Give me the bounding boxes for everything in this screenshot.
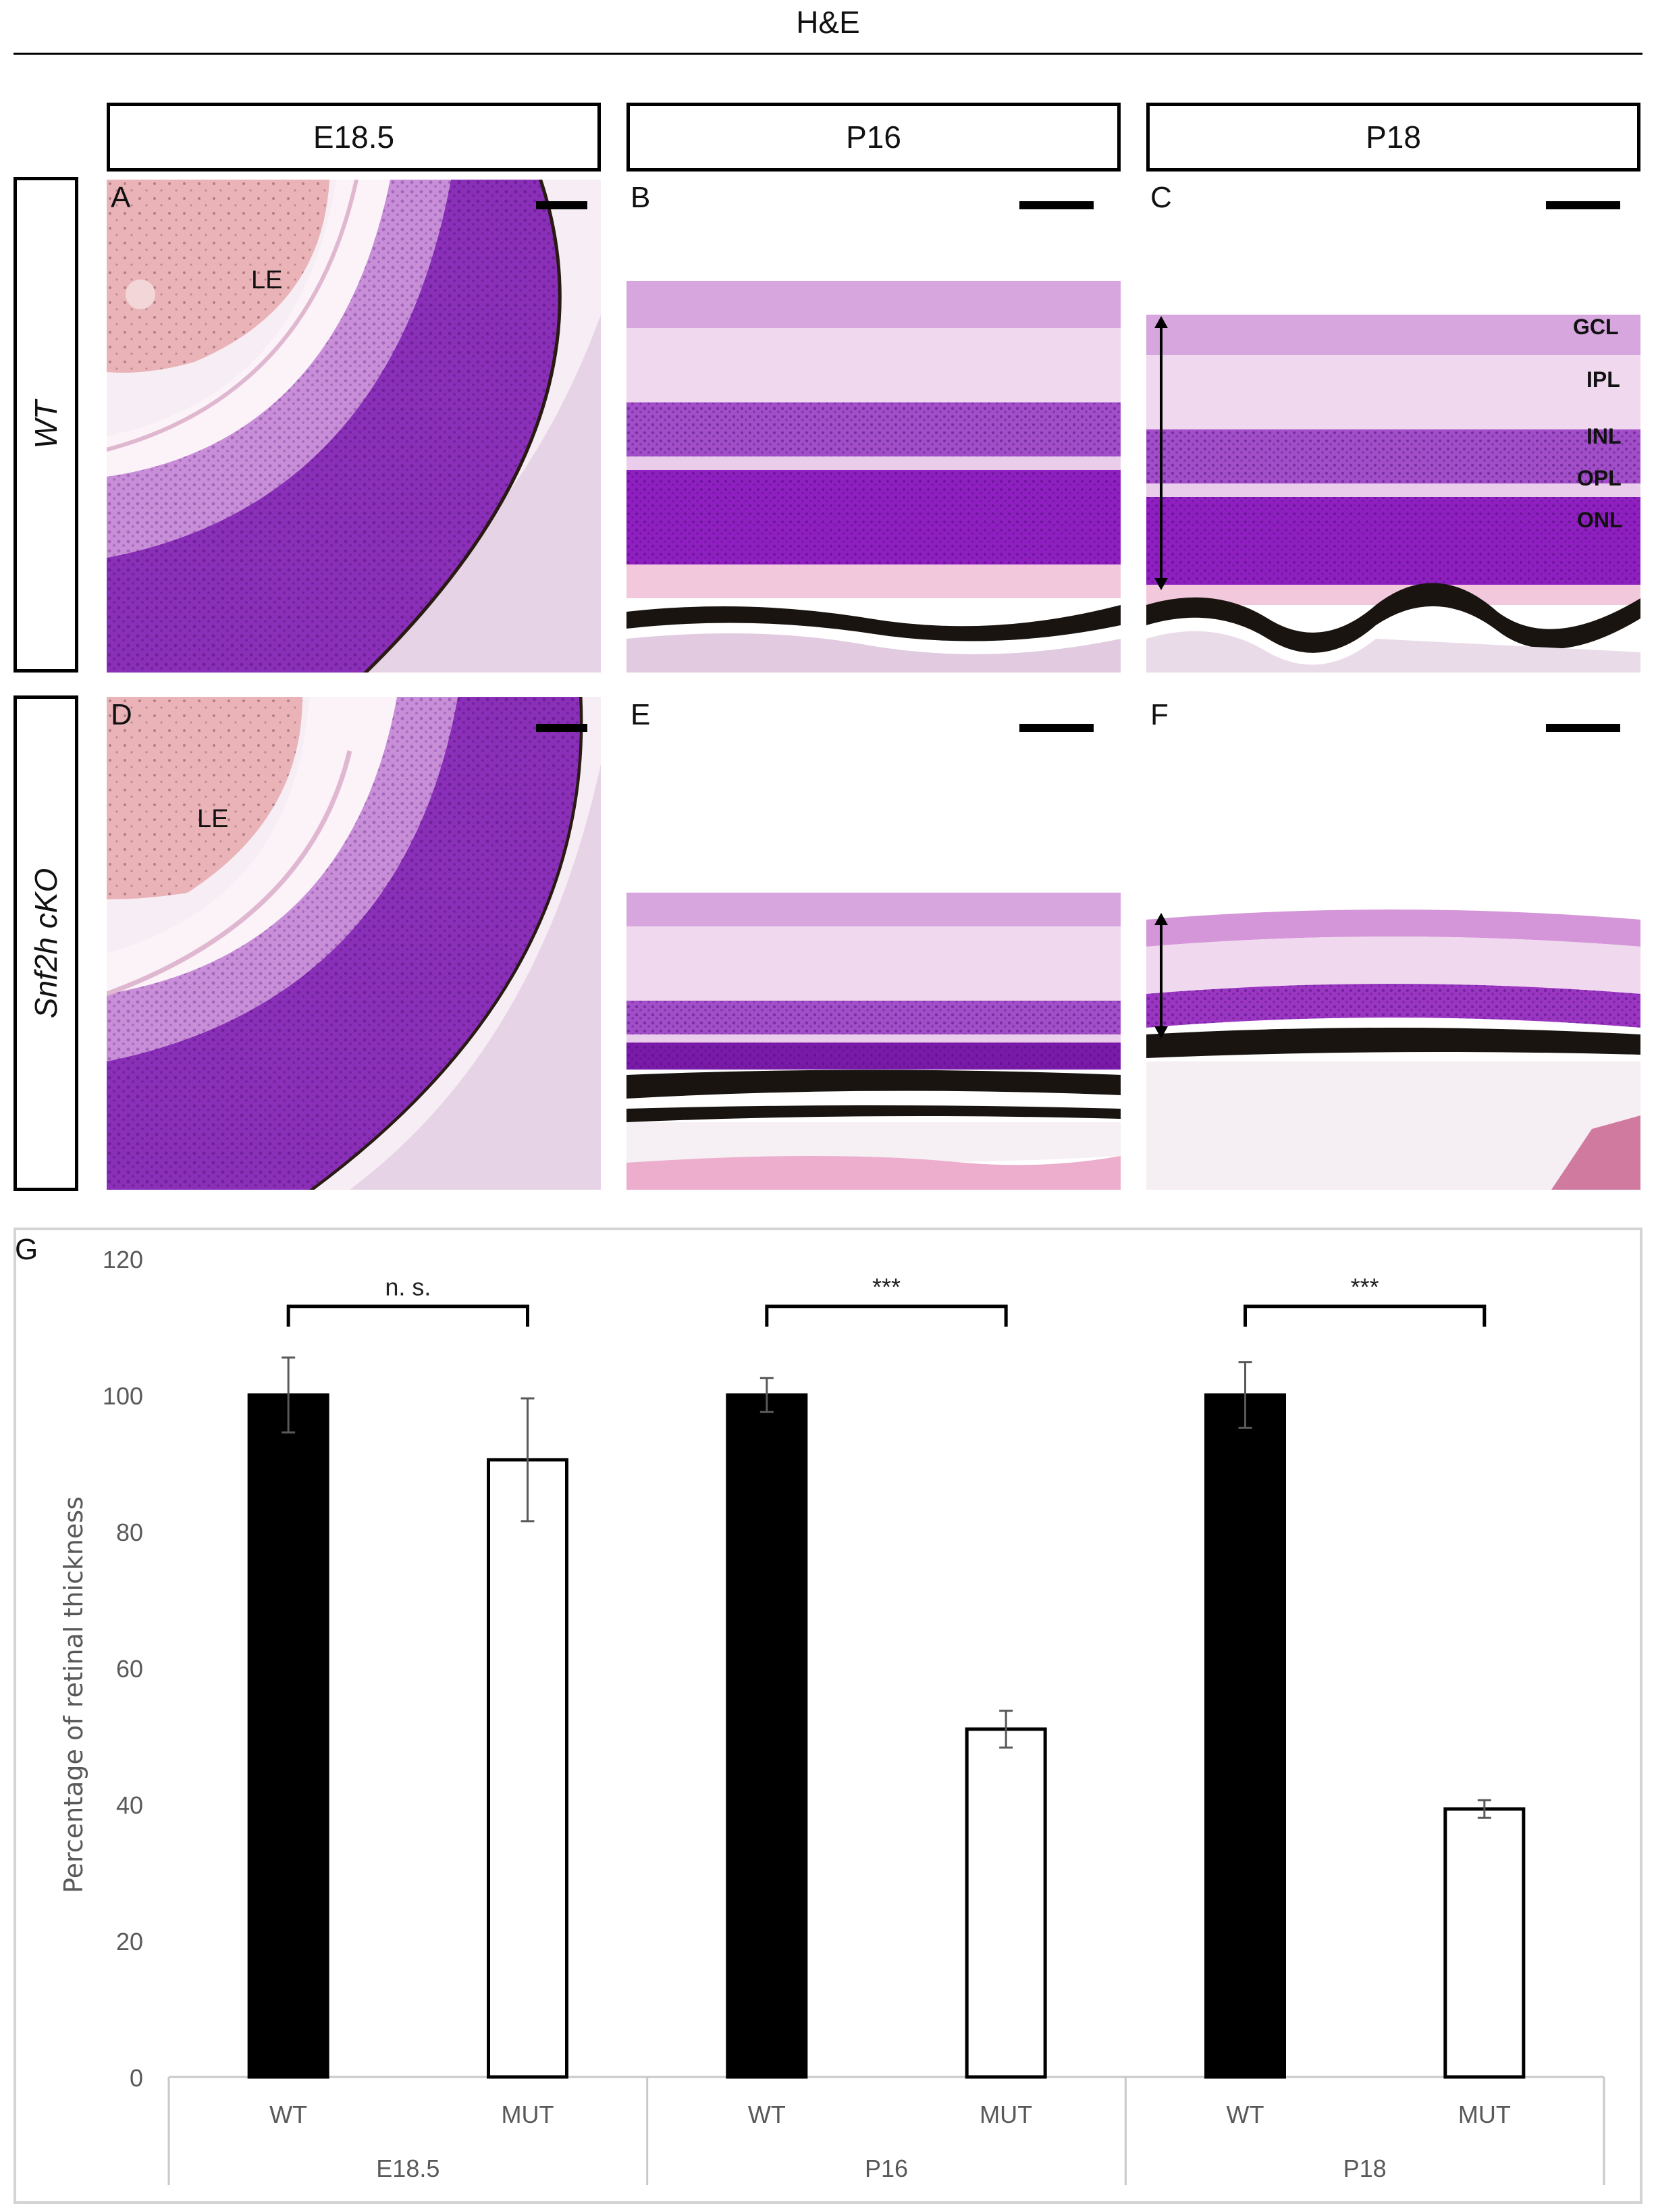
bar-P18-wt bbox=[1204, 1393, 1286, 2079]
row-header-cko: Snf2h cKO bbox=[14, 695, 78, 1191]
histology-panel-b bbox=[626, 180, 1121, 673]
layer-label-inl: INL bbox=[1586, 424, 1622, 448]
figure-title: H&E bbox=[796, 5, 860, 40]
bar-P16-wt bbox=[726, 1393, 808, 2079]
histology-panel-a bbox=[107, 180, 601, 673]
y-tick-label: 0 bbox=[130, 2064, 143, 2092]
layer-label-onl: ONL bbox=[1577, 508, 1623, 532]
significance-bracket bbox=[286, 1305, 529, 1327]
panel-label-c: C bbox=[1150, 181, 1172, 214]
panel-label-f: F bbox=[1150, 698, 1169, 731]
bar-E185-mut bbox=[487, 1458, 568, 2079]
row-header-wt: WT bbox=[14, 177, 78, 673]
bar-category-label: WT bbox=[269, 2101, 307, 2128]
column-header-p16: P16 bbox=[626, 103, 1121, 172]
layer-label-gcl: GCL bbox=[1573, 315, 1619, 339]
histology-panel-c bbox=[1146, 180, 1640, 673]
layer-label-ipl: IPL bbox=[1586, 367, 1620, 392]
title-divider bbox=[14, 53, 1642, 55]
panel-label-d: D bbox=[111, 698, 132, 731]
group-label: E18.5 bbox=[376, 2155, 439, 2182]
bar-P18-mut bbox=[1443, 1807, 1526, 2079]
thickness-arrow-c bbox=[1154, 316, 1168, 590]
y-tick-label: 100 bbox=[103, 1382, 143, 1410]
scale-bar-c bbox=[1546, 201, 1620, 209]
group-label: P16 bbox=[865, 2155, 908, 2182]
y-axis-title: Percentage of retinal thickness bbox=[59, 1496, 88, 1893]
bar-category-label: MUT bbox=[502, 2101, 554, 2128]
histology-panel-f bbox=[1146, 697, 1640, 1190]
y-tick-label: 80 bbox=[116, 1519, 143, 1546]
significance-bracket bbox=[1244, 1305, 1487, 1327]
bar-category-label: WT bbox=[748, 2101, 786, 2128]
bar-E185-wt bbox=[247, 1393, 329, 2079]
scale-bar-f bbox=[1546, 724, 1620, 732]
lens-label-a: LE bbox=[251, 266, 283, 294]
y-tick-label: 60 bbox=[116, 1655, 143, 1683]
panel-label-b: B bbox=[631, 181, 651, 214]
y-tick-label: 20 bbox=[116, 1928, 143, 1955]
histology-panel-e bbox=[626, 697, 1121, 1190]
scale-bar-e bbox=[1019, 724, 1094, 732]
bar-category-label: MUT bbox=[1458, 2101, 1511, 2128]
significance-label: *** bbox=[1351, 1273, 1379, 1301]
thickness-arrow-f bbox=[1154, 913, 1168, 1038]
significance-bracket bbox=[765, 1305, 1008, 1327]
scale-bar-b bbox=[1019, 201, 1094, 209]
group-label: P18 bbox=[1343, 2155, 1387, 2182]
histology-panel-d bbox=[107, 697, 601, 1190]
y-tick-label: 40 bbox=[116, 1791, 143, 1819]
bar-category-label: MUT bbox=[980, 2101, 1032, 2128]
bar-category-label: WT bbox=[1227, 2101, 1264, 2128]
scale-bar-d bbox=[536, 724, 587, 732]
column-header-p18: P18 bbox=[1146, 103, 1640, 172]
column-header-e185: E18.5 bbox=[107, 103, 601, 172]
lens-label-d: LE bbox=[197, 805, 229, 833]
panel-label-g: G bbox=[15, 1233, 38, 1266]
layer-label-opl: OPL bbox=[1577, 466, 1622, 490]
bar-P16-mut bbox=[965, 1727, 1047, 2079]
y-tick-label: 120 bbox=[103, 1246, 143, 1273]
significance-label: n. s. bbox=[385, 1273, 431, 1301]
scale-bar-a bbox=[536, 201, 587, 209]
significance-label: *** bbox=[872, 1273, 901, 1301]
panel-label-a: A bbox=[111, 181, 131, 214]
panel-label-e: E bbox=[631, 698, 651, 731]
chart-frame bbox=[14, 1228, 1642, 2204]
